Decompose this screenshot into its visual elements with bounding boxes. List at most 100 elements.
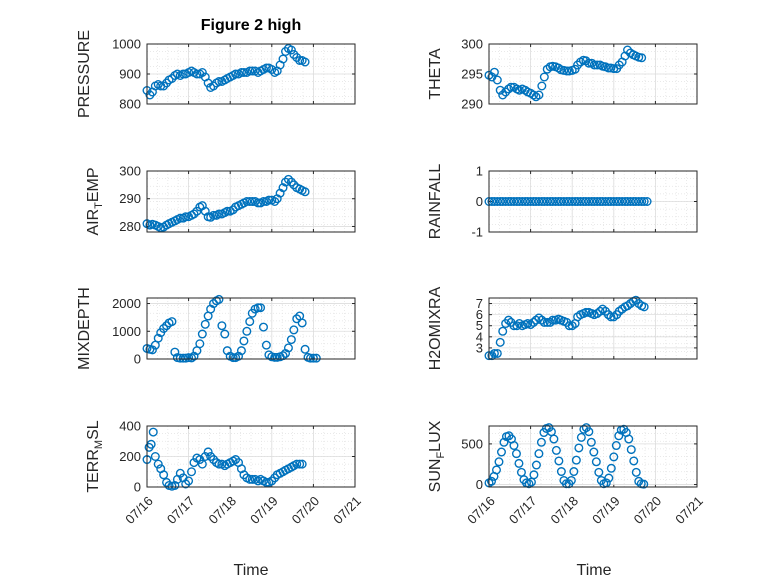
data-point xyxy=(606,463,616,473)
y-label-subscript: T xyxy=(93,202,105,209)
data-point xyxy=(492,75,502,85)
data-point xyxy=(217,321,227,331)
y-axis-label: PRESSURE xyxy=(76,30,93,118)
data-point xyxy=(609,196,619,206)
data-point xyxy=(159,470,169,480)
data-point xyxy=(286,335,296,345)
data-point xyxy=(531,196,541,206)
data-point xyxy=(247,474,257,484)
data-point xyxy=(311,353,321,363)
y-tick-label: 7 xyxy=(476,296,483,311)
data-point xyxy=(197,329,207,339)
data-point xyxy=(242,196,252,206)
y-tick-label: 500 xyxy=(461,436,483,451)
panel-5: 0 1000 2000 MIXDEPTH xyxy=(76,287,356,370)
data-point xyxy=(491,465,501,475)
data-point xyxy=(606,312,616,322)
y-label-main: AIR xyxy=(85,209,102,236)
y-axis-label: RAINFALL xyxy=(427,164,444,240)
data-point xyxy=(504,315,514,325)
y-tick-label: 5 xyxy=(476,318,483,333)
data-point xyxy=(539,317,549,327)
data-point xyxy=(617,196,627,206)
data-point xyxy=(175,353,185,363)
data-point xyxy=(220,329,230,339)
data-point xyxy=(512,196,522,206)
data-point xyxy=(289,50,299,60)
data-point xyxy=(637,53,647,63)
y-label-main: TERR xyxy=(85,449,102,493)
data-point xyxy=(626,445,636,455)
data-point xyxy=(486,476,496,486)
data-point xyxy=(514,196,524,206)
data-point xyxy=(506,196,516,206)
axes-frame xyxy=(146,43,356,105)
data-point xyxy=(504,84,514,94)
data-point xyxy=(603,196,613,206)
data-point xyxy=(181,212,191,222)
data-point xyxy=(545,317,555,327)
data-point xyxy=(529,196,539,206)
data-point xyxy=(509,321,519,331)
data-point xyxy=(498,196,508,206)
y-label-subscript: F xyxy=(435,452,447,459)
data-point xyxy=(292,459,302,469)
y-axis-label: SUNFLUX xyxy=(427,420,447,492)
data-point xyxy=(245,317,255,327)
data-point xyxy=(551,196,561,206)
data-point xyxy=(236,67,246,77)
data-point xyxy=(592,196,602,206)
data-point xyxy=(264,195,274,205)
data-point xyxy=(258,196,268,206)
y-axis-label: H2OMIXRA xyxy=(427,286,444,370)
data-point xyxy=(537,81,547,91)
data-point xyxy=(562,196,572,206)
data-point xyxy=(270,352,280,362)
y-label-subscript: M xyxy=(93,440,105,449)
data-point xyxy=(614,60,624,70)
axes-frame xyxy=(488,170,698,233)
data-point xyxy=(231,69,241,79)
data-point xyxy=(175,468,185,478)
data-point xyxy=(614,196,624,206)
data-point xyxy=(570,196,580,206)
panel-3: 280 290 300 AIRTEMP xyxy=(85,164,356,236)
data-point xyxy=(574,443,584,453)
data-point xyxy=(587,196,597,206)
data-point xyxy=(584,58,594,68)
data-point xyxy=(214,459,224,469)
data-point xyxy=(562,66,572,76)
data-point xyxy=(637,196,647,206)
data-point xyxy=(178,353,188,363)
data-point xyxy=(283,343,293,353)
data-point xyxy=(584,427,594,437)
axes-frame xyxy=(146,425,356,488)
y-tick-label: 400 xyxy=(119,419,141,434)
data-point xyxy=(509,441,519,451)
data-point xyxy=(153,459,163,469)
y-tick-label: 300 xyxy=(119,164,141,179)
data-point xyxy=(529,317,539,327)
y-tick-label: 2000 xyxy=(112,296,141,311)
data-point xyxy=(200,319,210,329)
data-point xyxy=(559,196,569,206)
panel-4: -1 0 1 RAINFALL xyxy=(427,164,698,240)
data-point xyxy=(506,82,516,92)
data-point xyxy=(573,196,583,206)
data-point xyxy=(554,456,564,466)
y-tick-label: 0 xyxy=(476,194,483,209)
data-point xyxy=(283,174,293,184)
data-point xyxy=(639,196,649,206)
axes-frame xyxy=(146,170,356,233)
data-point xyxy=(534,449,544,459)
data-point xyxy=(281,177,291,187)
data-point xyxy=(297,318,307,328)
data-point xyxy=(308,353,318,363)
data-point xyxy=(295,459,305,469)
data-point xyxy=(553,63,563,73)
data-point xyxy=(495,337,505,347)
data-point xyxy=(496,447,506,457)
data-point xyxy=(270,196,280,206)
y-label-rest: LUX xyxy=(427,420,444,451)
data-point xyxy=(511,449,521,459)
